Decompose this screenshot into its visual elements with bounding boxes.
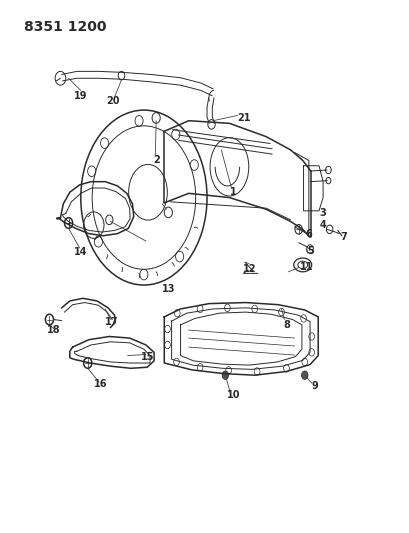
- Text: 1: 1: [229, 187, 236, 197]
- Text: 18: 18: [47, 325, 60, 335]
- Text: 8: 8: [282, 320, 289, 330]
- Text: 6: 6: [305, 229, 312, 239]
- Text: 3: 3: [319, 208, 326, 219]
- Text: 17: 17: [104, 317, 118, 327]
- Text: 12: 12: [243, 264, 256, 274]
- Text: 20: 20: [106, 96, 120, 106]
- Circle shape: [222, 371, 228, 379]
- Text: 9: 9: [311, 381, 317, 391]
- Text: 11: 11: [299, 262, 313, 271]
- Text: 2: 2: [153, 156, 159, 165]
- Text: 21: 21: [236, 113, 250, 123]
- Text: 7: 7: [339, 232, 346, 243]
- Text: 15: 15: [141, 352, 154, 361]
- Text: 10: 10: [226, 390, 240, 400]
- Text: 4: 4: [319, 220, 326, 230]
- Text: 14: 14: [74, 247, 88, 257]
- Text: 13: 13: [161, 284, 175, 294]
- Circle shape: [301, 371, 307, 379]
- Text: 19: 19: [74, 91, 88, 101]
- Text: 16: 16: [94, 379, 108, 389]
- Text: 8351 1200: 8351 1200: [24, 20, 106, 34]
- Text: 5: 5: [307, 246, 313, 256]
